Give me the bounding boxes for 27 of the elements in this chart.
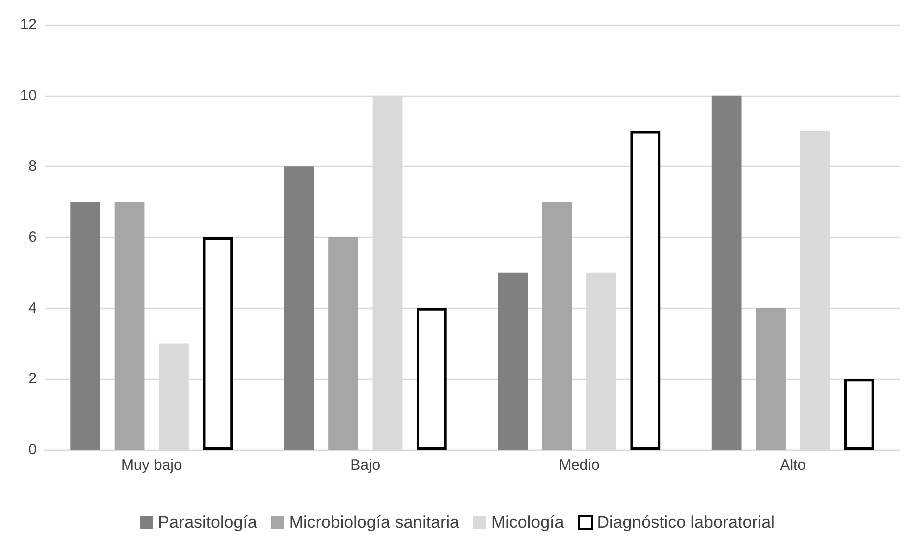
bar [284,166,314,450]
bar [498,272,528,450]
legend-label: Diagnóstico laboratorial [597,513,775,532]
bar [844,379,874,450]
y-tick-label: 0 [28,442,37,458]
x-tick-label: Bajo [350,457,381,474]
y-tick-label: 2 [28,370,37,388]
y-tick-label: 6 [28,229,37,246]
x-tick-label: Alto [780,457,806,474]
legend-label: Microbiología sanitaria [289,513,460,532]
y-tick-label: 10 [20,87,37,104]
bar [203,238,234,450]
bar [542,202,572,450]
y-tick-label: 4 [28,300,37,317]
bar [630,131,661,450]
legend-label: Micología [491,513,565,532]
legend-label: Parasitología [158,513,258,532]
bar [328,238,358,450]
x-tick-label: Medio [558,457,600,474]
bar [712,96,742,450]
bar [416,308,447,450]
x-tick-label: Muy bajo [121,457,182,474]
y-tick-label: 8 [28,158,37,176]
y-tick-label: 12 [20,16,37,34]
bar [114,202,145,450]
bar [70,202,101,450]
bar [756,308,786,450]
